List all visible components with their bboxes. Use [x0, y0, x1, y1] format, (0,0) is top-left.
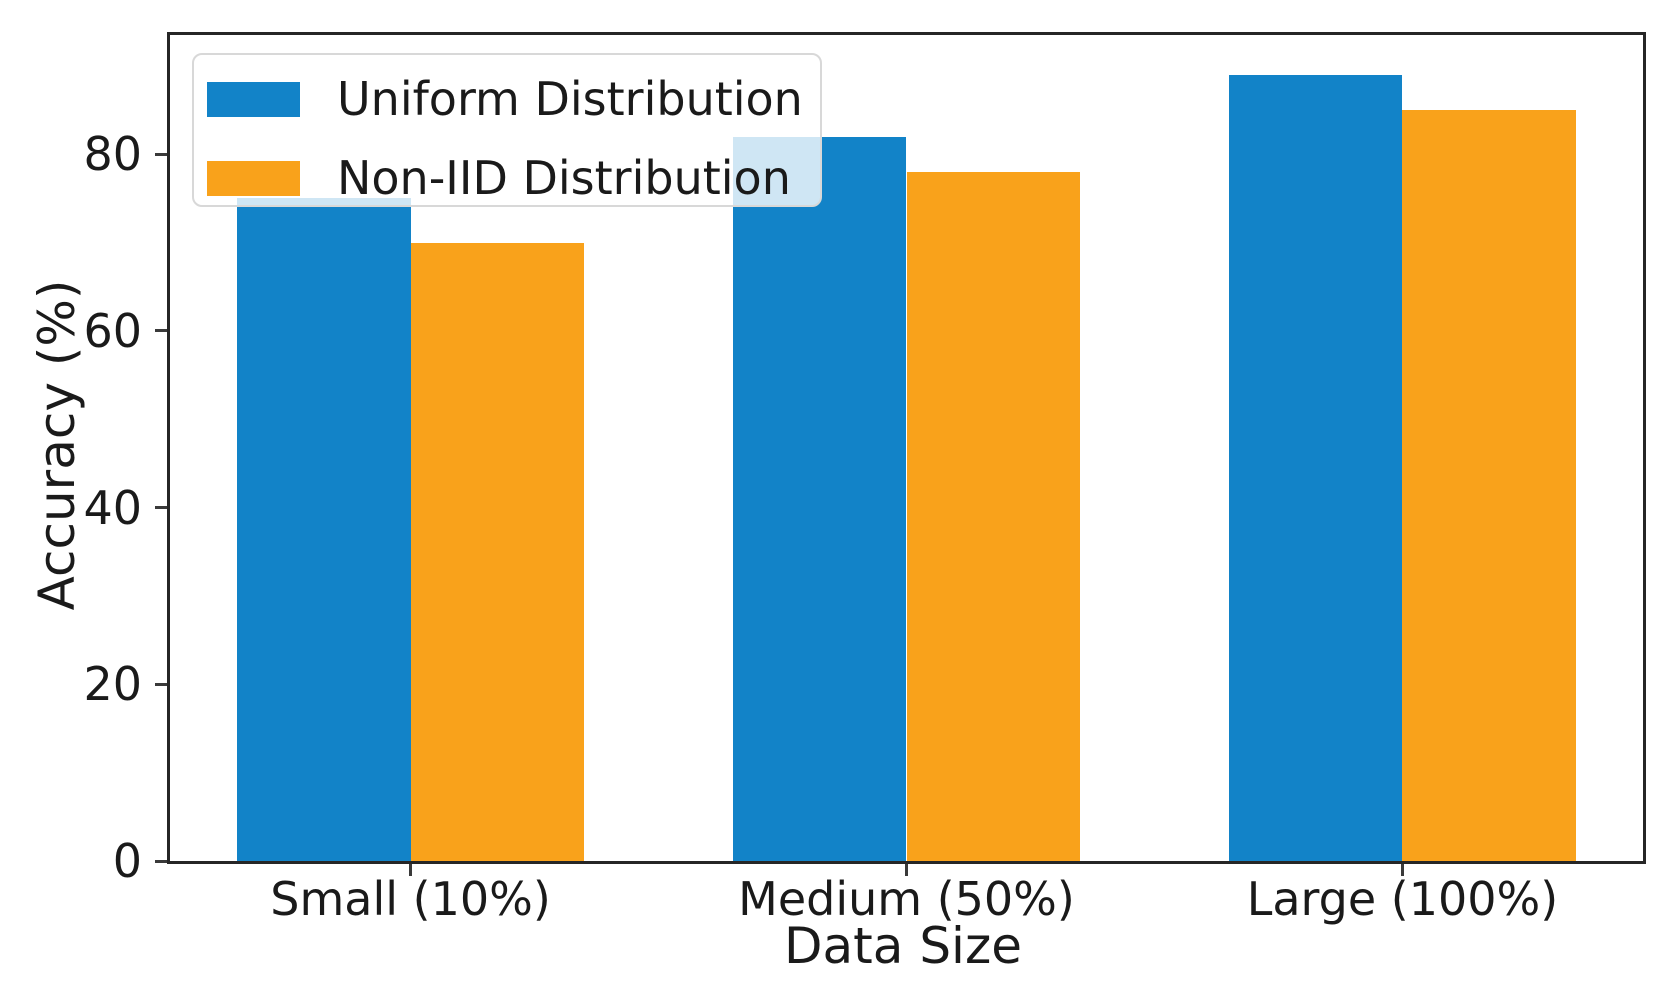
- plot-area: 0 20 40 60 80 Small (10%) Medium (50%) Large (1…: [83, 32, 1646, 923]
- y-tick: [155, 506, 167, 510]
- x-tick: [409, 864, 413, 876]
- x-tick-label: Small (10%): [270, 872, 551, 926]
- y-tick: [155, 859, 167, 863]
- x-tick-label: Medium (50%): [738, 872, 1075, 926]
- x-tick: [1400, 864, 1404, 876]
- bar: [1228, 74, 1403, 861]
- bar: [906, 171, 1081, 861]
- bar: [236, 198, 411, 861]
- x-axis-label: Data Size: [784, 917, 1022, 975]
- legend-label: Non-IID Distribution: [337, 151, 791, 205]
- y-tick-label: 40: [83, 480, 142, 535]
- bar: [732, 136, 907, 861]
- x-tick-label: Large (100%): [1246, 872, 1559, 926]
- legend-item: Uniform Distribution: [207, 75, 820, 123]
- y-tick: [155, 329, 167, 333]
- y-tick: [155, 682, 167, 686]
- legend-item: Non-IID Distribution: [207, 154, 820, 202]
- bar: [1402, 110, 1577, 861]
- y-tick-label: 20: [83, 657, 142, 712]
- legend-label: Uniform Distribution: [337, 72, 803, 126]
- legend-swatch-non-iid: [207, 160, 300, 196]
- legend: Uniform Distribution Non-IID Distributio…: [192, 53, 822, 207]
- y-tick-label: 60: [83, 303, 142, 358]
- bar: [410, 242, 585, 861]
- y-tick: [155, 152, 167, 156]
- x-tick: [905, 864, 908, 876]
- legend-swatch-uniform: [207, 81, 300, 117]
- y-tick-label: 80: [83, 127, 142, 182]
- y-tick-label: 0: [112, 834, 142, 888]
